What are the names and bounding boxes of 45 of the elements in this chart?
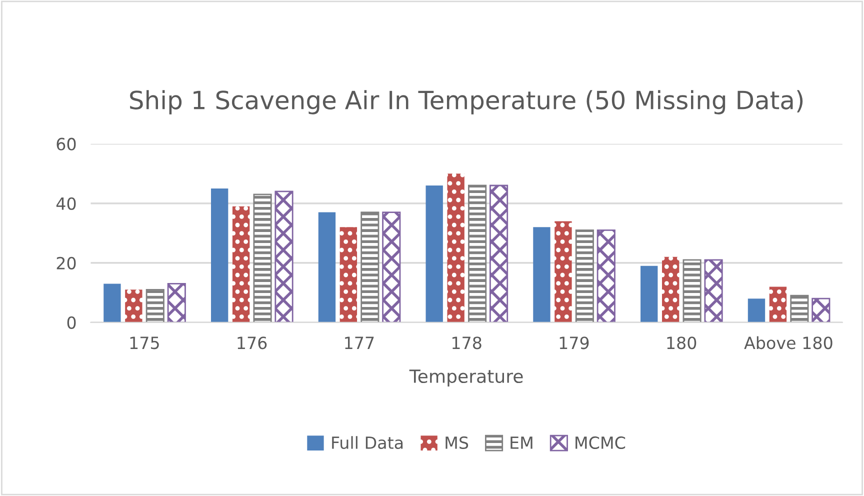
bar — [640, 266, 658, 322]
bar — [210, 188, 228, 322]
bar — [596, 229, 616, 322]
bar — [318, 212, 336, 322]
legend-label: EM — [510, 436, 532, 449]
x-axis-title: Temperature — [409, 370, 523, 387]
bar — [748, 298, 766, 322]
bar — [704, 259, 723, 322]
x-tick-label: 175 — [130, 336, 159, 350]
bar — [812, 298, 830, 322]
chart-title: Ship 1 Scavenge Air In Temperature (50 Missing Data) — [130, 90, 803, 114]
bar — [382, 212, 401, 322]
bar — [253, 194, 272, 322]
x-tick-label: 179 — [560, 336, 589, 350]
legend-label: Full Data — [332, 436, 403, 450]
bar — [146, 288, 164, 322]
bar — [468, 184, 487, 322]
bar — [662, 256, 680, 322]
bar — [769, 286, 787, 322]
bar — [554, 221, 572, 322]
bar — [575, 229, 594, 322]
x-tick-label: 176 — [238, 336, 267, 350]
x-tick-label: 180 — [667, 336, 696, 350]
bar — [104, 284, 121, 322]
bar — [533, 227, 550, 322]
bar — [426, 186, 443, 322]
x-tick-label: 177 — [345, 336, 374, 349]
x-tick-label: Above 180 — [744, 336, 832, 350]
y-tick-label: 60 — [56, 138, 76, 150]
bar — [340, 227, 358, 322]
legend-label: MCMC — [576, 436, 626, 450]
bar — [489, 184, 508, 322]
y-tick-label: 0 — [67, 316, 76, 329]
y-tick-label: 40 — [56, 197, 76, 210]
y-tick-label: 20 — [56, 256, 76, 270]
x-tick-label: 178 — [452, 336, 482, 350]
bar — [232, 206, 250, 322]
bar — [360, 212, 380, 322]
bar — [682, 259, 702, 322]
bar — [167, 283, 186, 322]
bar — [125, 290, 142, 322]
bar — [447, 174, 464, 322]
bar — [274, 190, 294, 322]
legend-label: MS — [446, 436, 468, 450]
bar — [790, 294, 809, 322]
